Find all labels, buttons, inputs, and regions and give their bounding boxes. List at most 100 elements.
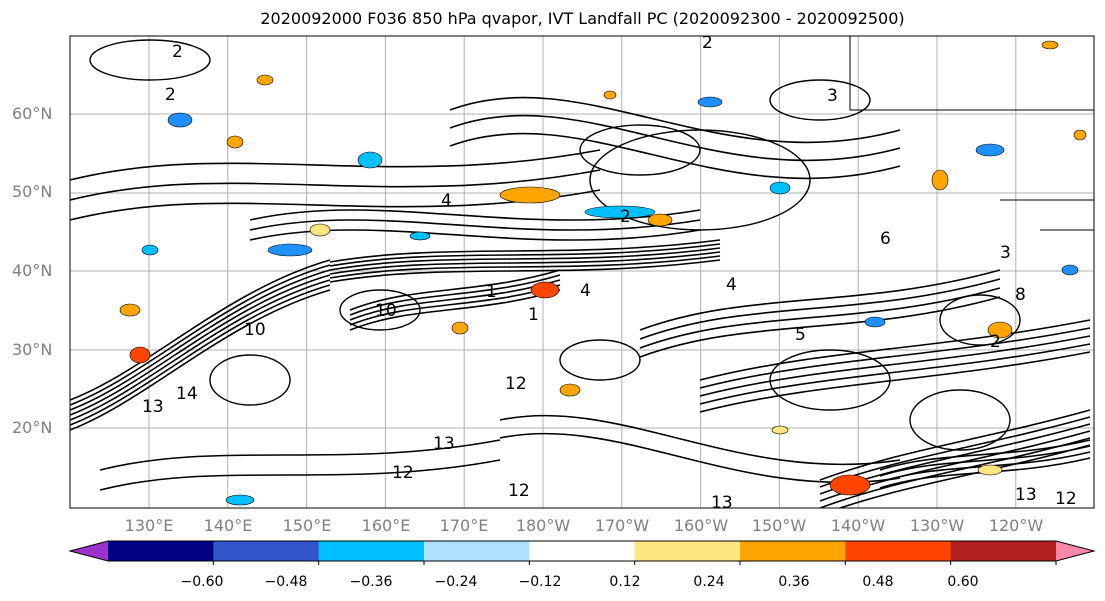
- contour-label: 2: [620, 207, 631, 227]
- ivt-contour-line: [70, 269, 331, 411]
- contour-labels: 2 2 2 3 4 4 2 1 1 10 10 12 13 13 14 12 12 13 13 12 5 6 8 3 4 2: [142, 33, 1077, 513]
- qvapor-anomaly-patch: [771, 425, 789, 435]
- ivt-contour-loop: [339, 289, 421, 331]
- lon-label-120w: 120°W: [988, 516, 1044, 535]
- lon-label-160w: 160°W: [673, 516, 729, 535]
- colorbar-segment: [318, 541, 425, 561]
- ivt-contour-line: [699, 319, 1091, 381]
- ivt-contour-line: [449, 114, 901, 162]
- colorbar-tick-label: 0.36: [778, 574, 810, 590]
- ivt-contour-line: [639, 287, 1001, 349]
- qvapor-anomaly-patch: [309, 223, 331, 237]
- contour-label: 14: [176, 384, 198, 404]
- contour-label: 2: [702, 33, 713, 53]
- ivt-contour-line: [449, 132, 901, 180]
- lat-label-60n: 60°N: [12, 104, 53, 123]
- lat-label-20n: 20°N: [12, 418, 53, 437]
- ivt-contour-line: [837, 444, 1091, 508]
- qvapor-anomaly-patch: [1041, 40, 1059, 50]
- contour-label: 4: [580, 281, 591, 301]
- ivt-contour-line: [70, 289, 331, 431]
- qvapor-anomaly-patch: [451, 321, 469, 335]
- ivt-contour-line: [639, 269, 1001, 331]
- ivt-contour-line: [449, 96, 901, 144]
- ivt-contour-line: [70, 169, 601, 201]
- qvapor-shading: [119, 40, 1087, 506]
- contour-label: 10: [375, 301, 397, 321]
- contour-label: 13: [142, 397, 164, 417]
- ivt-contour-line: [699, 327, 1091, 389]
- ivt-contour-line: [249, 219, 701, 231]
- ivt-contour-loop: [939, 294, 1021, 346]
- ivt-contour-line: [70, 149, 601, 181]
- map-plot-area: [70, 36, 1094, 508]
- lon-label-130w: 130°W: [909, 516, 965, 535]
- contour-label: 6: [880, 229, 891, 249]
- contour-label: 5: [795, 325, 806, 345]
- qvapor-anomaly-patch: [769, 181, 791, 195]
- colorbar-segment: [213, 541, 320, 561]
- qvapor-anomaly-patch: [977, 464, 1003, 476]
- ivt-contour-loop: [769, 79, 871, 121]
- lon-label-170e: 170°E: [439, 516, 489, 535]
- ivt-contour-line: [699, 335, 1091, 397]
- colorbar-tick-label: −0.24: [434, 574, 478, 590]
- qvapor-anomaly-patch: [584, 205, 656, 219]
- lon-label-140e: 140°E: [203, 516, 253, 535]
- colorbar-tick-label: 0.12: [609, 574, 641, 590]
- contour-label: 3: [827, 86, 838, 106]
- qvapor-anomaly-patch: [697, 96, 723, 108]
- colorbar-tick-label: 0.48: [862, 574, 894, 590]
- lon-label-170w: 170°W: [594, 516, 650, 535]
- contour-label: 13: [1015, 485, 1037, 505]
- colorbar: [68, 540, 1096, 565]
- ivt-contour-line: [499, 414, 901, 466]
- lat-label-50n: 50°N: [12, 182, 53, 201]
- ivt-contour-line: [699, 351, 1091, 413]
- lon-label-140w: 140°W: [830, 516, 886, 535]
- ivt-contour-loop: [579, 124, 701, 176]
- contour-label: 3: [1000, 243, 1011, 263]
- colorbar-segment: [424, 541, 530, 561]
- ivt-contour-line: [639, 296, 1001, 358]
- contour-label: 2: [165, 85, 176, 105]
- contour-label: 13: [711, 493, 733, 513]
- lon-label-130e: 130°E: [124, 516, 174, 535]
- ivt-contour-line: [329, 251, 721, 275]
- ivt-contour-line: [879, 445, 1091, 477]
- ivt-contour-line: [329, 259, 721, 283]
- qvapor-anomaly-patch: [256, 74, 274, 86]
- border-line: [1000, 199, 1094, 231]
- qvapor-anomaly-patch: [603, 90, 617, 100]
- qvapor-anomaly-patch: [975, 143, 1005, 157]
- colorbar-tick-label: −0.48: [264, 574, 308, 590]
- colorbar-tick-label: −0.12: [518, 574, 562, 590]
- contour-label: 13: [433, 434, 455, 454]
- qvapor-anomaly-patch: [559, 383, 581, 397]
- qvapor-anomaly-patch: [141, 244, 159, 256]
- contour-label: 12: [505, 374, 527, 394]
- contour-label: 4: [726, 275, 737, 295]
- ivt-contour-line: [70, 264, 331, 406]
- colorbar-tick-label: 0.60: [947, 574, 979, 590]
- ivt-contour-line: [639, 278, 1001, 340]
- colorbar-segment: [529, 541, 636, 561]
- ivt-contour-loop: [909, 389, 1011, 451]
- qvapor-anomaly-patch: [829, 474, 871, 496]
- contour-label: 4: [441, 191, 452, 211]
- qvapor-anomaly-patch: [1061, 264, 1079, 276]
- ivt-contour-line: [819, 437, 1091, 508]
- qvapor-anomaly-patch: [1073, 129, 1087, 141]
- colorbar-outline: [68, 540, 1096, 562]
- ivt-contour-loop: [559, 339, 641, 381]
- qvapor-anomaly-patch: [864, 316, 886, 328]
- colorbar-tick-label: −0.60: [180, 574, 224, 590]
- qvapor-anomaly-patch: [409, 231, 431, 241]
- border-line: [849, 36, 1094, 111]
- qvapor-anomaly-patch: [931, 169, 949, 191]
- ivt-contour-line: [329, 255, 721, 279]
- contour-label: 1: [528, 305, 539, 325]
- lon-label-160e: 160°E: [361, 516, 411, 535]
- qvapor-anomaly-patch: [226, 135, 244, 149]
- ivt-contour-line: [349, 279, 561, 321]
